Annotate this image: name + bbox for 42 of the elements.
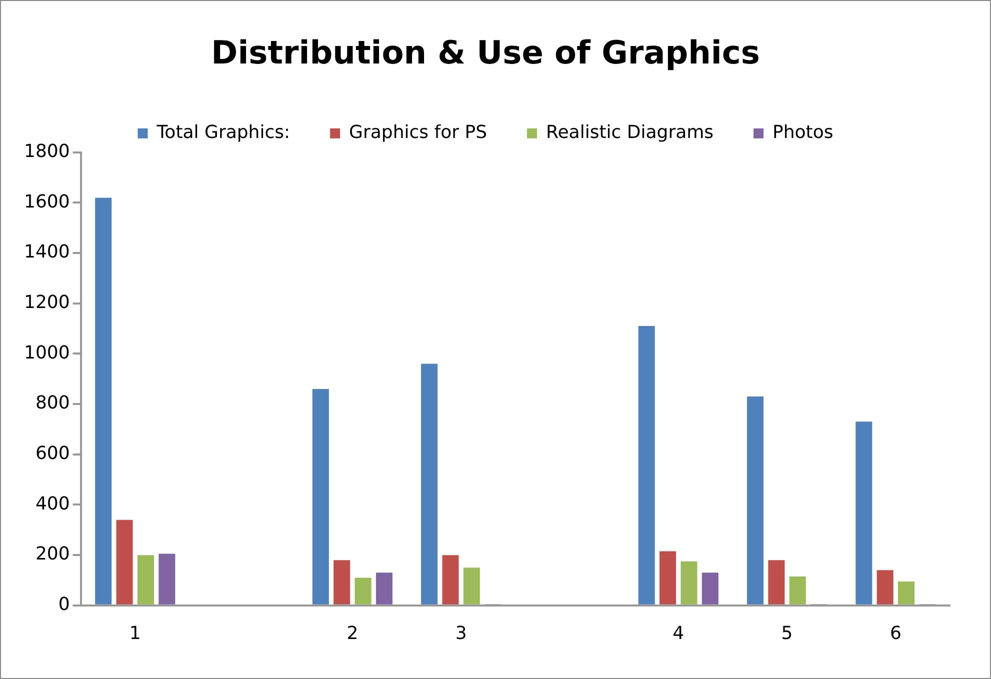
- x-tick-label: 4: [672, 622, 684, 644]
- bar: [421, 364, 438, 604]
- y-tick-label: 1200: [24, 292, 70, 314]
- bar: [789, 576, 806, 604]
- y-tick-label: 1400: [24, 242, 70, 263]
- bar: [702, 572, 718, 604]
- y-tick-label: 400: [35, 493, 70, 514]
- x-tick-label: 1: [129, 622, 141, 644]
- bar: [312, 388, 329, 604]
- y-tick-label: 0: [58, 594, 70, 616]
- y-tick-label: 1600: [24, 191, 70, 212]
- x-tick-label: 5: [781, 622, 793, 644]
- bar: [638, 326, 655, 604]
- bar: [95, 198, 112, 604]
- bar: [376, 572, 392, 604]
- x-tick-label: 3: [455, 622, 467, 644]
- bar: [334, 560, 350, 604]
- bar: [660, 551, 676, 604]
- x-tick-label: 6: [890, 622, 902, 644]
- bar: [137, 555, 154, 604]
- y-tick-label: 1000: [24, 342, 70, 364]
- bar: [442, 555, 459, 604]
- legend-label: Total Graphics:: [156, 122, 290, 144]
- bar: [768, 560, 785, 604]
- bar: [876, 570, 894, 604]
- bar: [463, 568, 480, 604]
- legend-label: Realistic Diagrams: [546, 122, 714, 144]
- bar: [746, 396, 764, 604]
- bar: [856, 422, 872, 604]
- bar: [116, 520, 133, 604]
- legend-label: Graphics for PS: [349, 122, 488, 144]
- y-tick-label: 1800: [24, 141, 70, 162]
- y-tick-label: 600: [35, 443, 70, 464]
- x-tick-label: 2: [346, 622, 358, 644]
- y-tick-label: 800: [35, 392, 70, 414]
- bar: [898, 581, 915, 604]
- bar: [158, 554, 176, 604]
- legend-label: Photos: [772, 122, 834, 144]
- chart-title: Distribution & Use of Graphics: [211, 34, 760, 72]
- bar: [680, 561, 698, 604]
- y-tick-label: 200: [35, 544, 70, 565]
- bar: [354, 578, 372, 604]
